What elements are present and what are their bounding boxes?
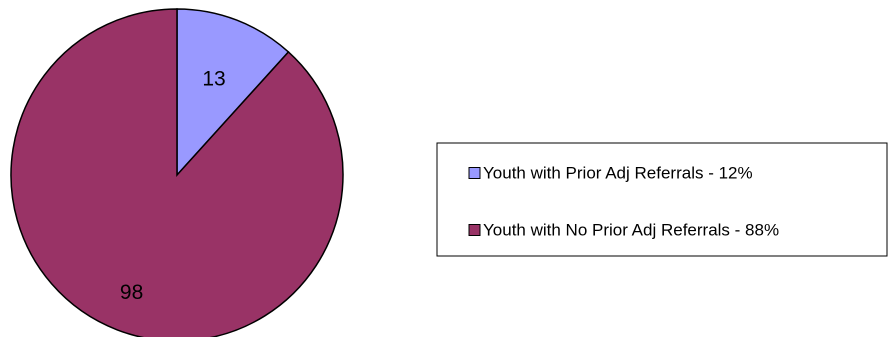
data-label-2: 98	[120, 281, 143, 304]
data-label-1: 13	[202, 68, 225, 91]
pie-slice-1	[176, 8, 290, 177]
pie-slice-2	[10, 8, 344, 337]
legend: Youth with Prior Adj Referrals - 12% Yout…	[436, 142, 888, 257]
legend-swatch-2	[468, 224, 481, 236]
legend-label-1: Youth with Prior Adj Referrals - 12%	[483, 164, 753, 183]
legend-label-2: Youth with No Prior Adj Referrals - 88%	[483, 221, 779, 240]
legend-items: Youth with Prior Adj Referrals - 12% Yout…	[468, 164, 779, 240]
legend-box	[436, 142, 888, 257]
pie-data-labels: 13 98	[120, 68, 226, 305]
pie-slices	[10, 8, 344, 337]
legend-swatch-1	[468, 167, 481, 179]
